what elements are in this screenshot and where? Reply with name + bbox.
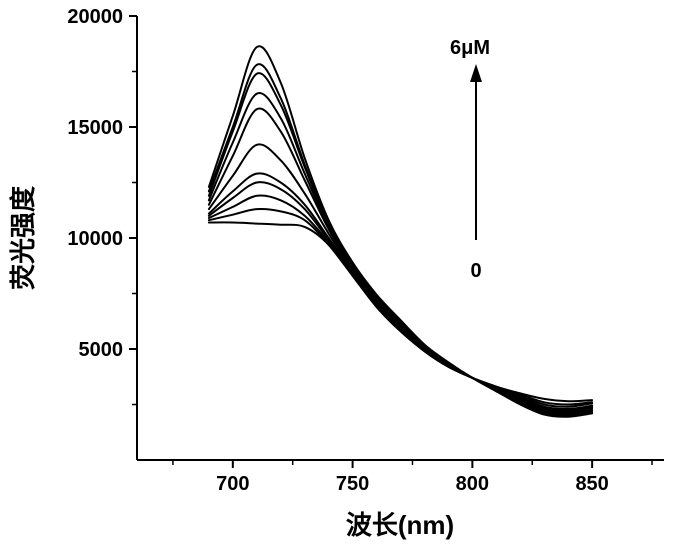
series-line-9 <box>209 64 592 416</box>
y-tick-label: 15000 <box>67 117 123 139</box>
fluorescence-chart: 700 750 800 850 5000 10000 15000 20000 6μM 0 波长… <box>0 0 683 544</box>
x-tick-label: 800 <box>456 473 489 495</box>
y-tick-label: 5000 <box>79 339 124 361</box>
y-tick-label: 10000 <box>67 228 123 250</box>
x-tick-label: 850 <box>575 473 608 495</box>
series-line-5 <box>209 144 592 411</box>
series-line-2 <box>209 196 592 407</box>
x-tick-label: 700 <box>216 473 249 495</box>
arrow-head-icon <box>470 64 482 82</box>
series-line-7 <box>209 93 592 413</box>
series-line-0 <box>209 222 592 401</box>
arrow-top-label: 6μM <box>450 37 490 59</box>
series-line-1 <box>209 209 592 405</box>
arrow-bottom-label: 0 <box>470 260 481 282</box>
x-tick-label: 750 <box>336 473 369 495</box>
series-line-6 <box>209 109 592 413</box>
series-line-10 <box>209 46 592 417</box>
y-axis-title: 荧光强度 <box>8 186 38 290</box>
series-line-8 <box>209 73 592 414</box>
y-tick-label: 20000 <box>67 6 123 28</box>
series-line-3 <box>209 182 592 409</box>
x-axis-title: 波长(nm) <box>346 510 454 540</box>
series-curves <box>209 46 592 417</box>
